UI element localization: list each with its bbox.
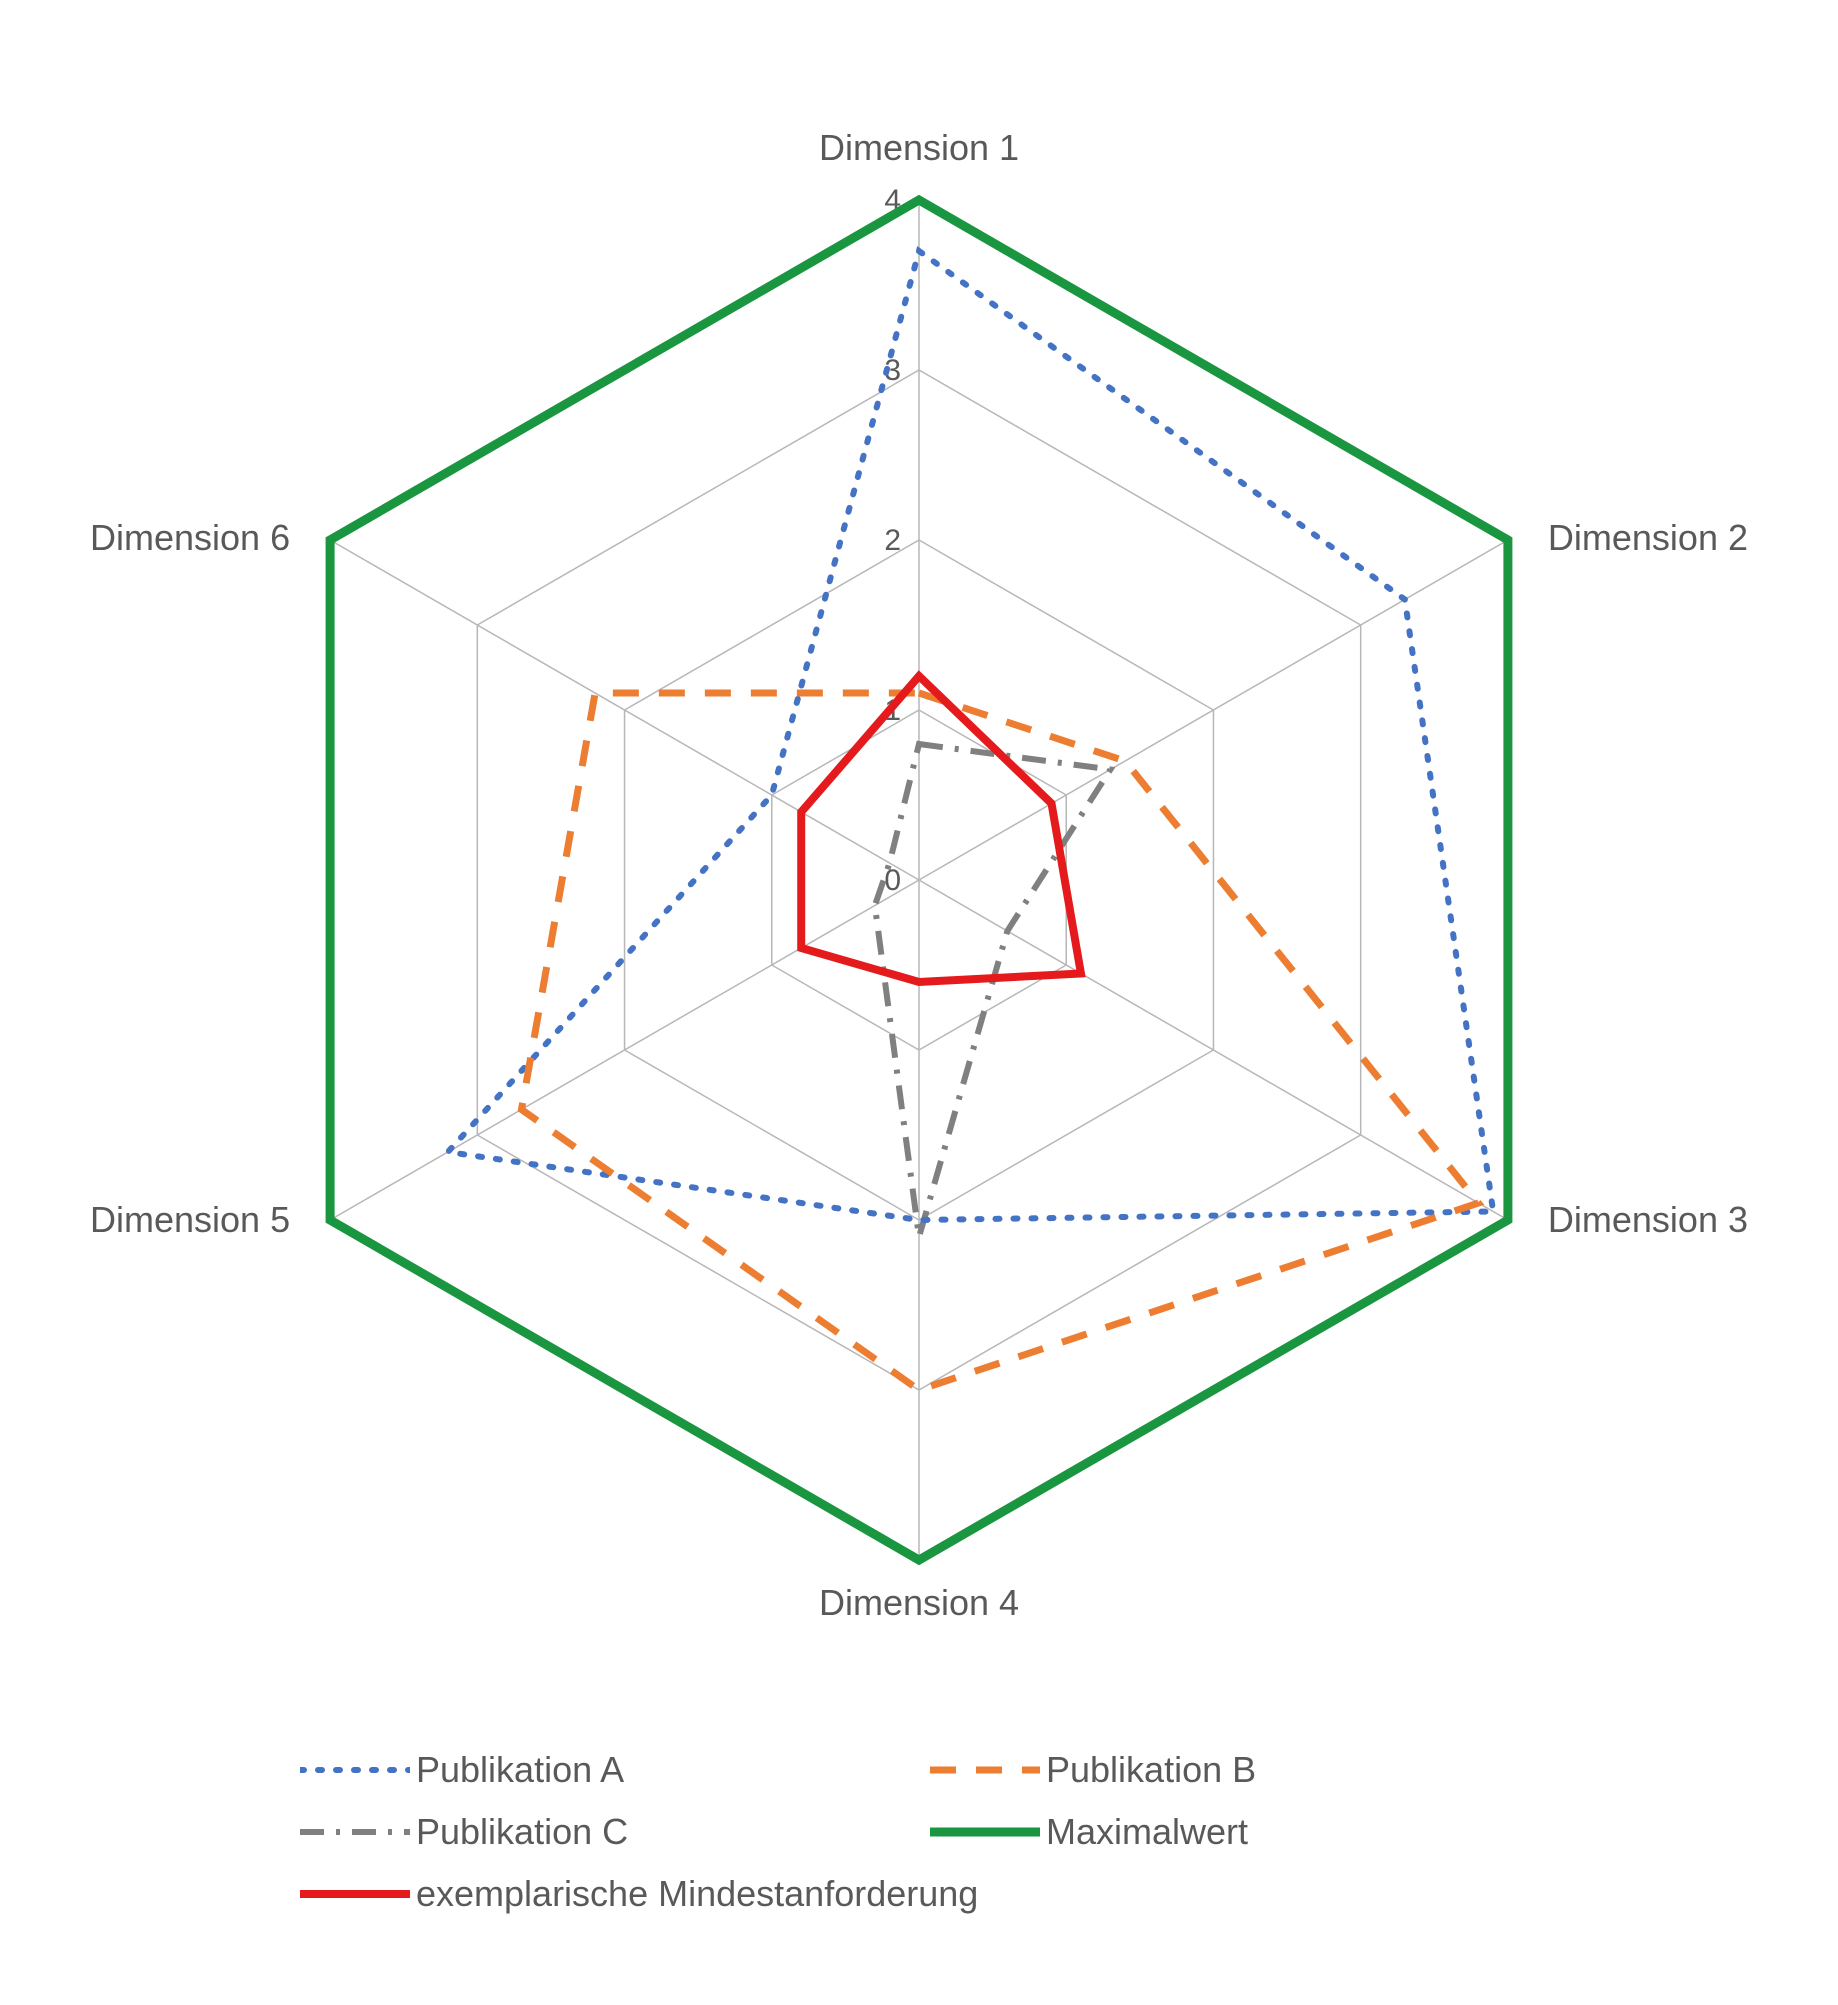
axis-tick-label: 2: [884, 524, 901, 557]
legend-item-publikation-c: Publikation C: [300, 1811, 930, 1853]
legend-swatch-publikation-b: [930, 1752, 1040, 1788]
legend-label: Publikation A: [416, 1749, 624, 1791]
legend-swatch-maximalwert: [930, 1814, 1040, 1850]
series-publikation-a: [448, 251, 1493, 1220]
legend-swatch-publikation-c: [300, 1814, 410, 1850]
legend-item-publikation-a: Publikation A: [300, 1749, 930, 1791]
legend-label: Maximalwert: [1046, 1811, 1248, 1853]
chart-legend: Publikation A Publikation B Publikation …: [300, 1749, 1560, 1935]
legend-label: Publikation C: [416, 1811, 628, 1853]
series-publikation-b: [521, 693, 1478, 1390]
axis-label: Dimension 6: [90, 517, 290, 558]
series-publikation-c: [875, 744, 1111, 1237]
legend-item-publikation-b: Publikation B: [930, 1749, 1560, 1791]
axis-label: Dimension 5: [90, 1199, 290, 1240]
axis-label: Dimension 1: [819, 127, 1019, 168]
axis-label: Dimension 3: [1548, 1199, 1748, 1240]
legend-item-maximalwert: Maximalwert: [930, 1811, 1560, 1853]
legend-label: Publikation B: [1046, 1749, 1256, 1791]
legend-item-mindestanforderung: exemplarische Mindestanforderung: [300, 1873, 1560, 1915]
legend-swatch-publikation-a: [300, 1752, 410, 1788]
axis-label: Dimension 4: [819, 1582, 1019, 1623]
radar-chart-svg: 01234Dimension 1Dimension 2Dimension 3Di…: [0, 0, 1838, 1720]
axis-label: Dimension 2: [1548, 517, 1748, 558]
legend-label: exemplarische Mindestanforderung: [416, 1873, 978, 1915]
radar-chart-container: 01234Dimension 1Dimension 2Dimension 3Di…: [0, 0, 1838, 2005]
legend-swatch-mindestanforderung: [300, 1876, 410, 1912]
